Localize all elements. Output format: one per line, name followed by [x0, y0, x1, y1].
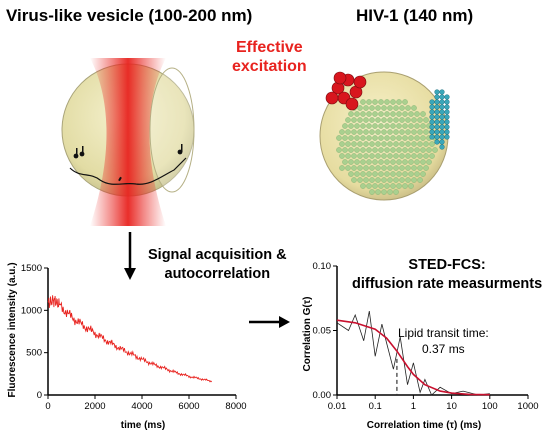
intensity-xtick: 8000	[225, 401, 246, 412]
lipid-chain	[69, 157, 187, 185]
fluorescent-lipid-marks	[73, 144, 183, 182]
correlation-xtick: 1000	[517, 401, 538, 412]
intensity-trace	[47, 295, 213, 383]
signal-acquisition-label: Signal acquisition & autocorrelation	[148, 247, 287, 282]
correlation-ylabel: Correlation G(τ)	[302, 296, 313, 371]
env-protein-cluster	[325, 71, 367, 111]
intensity-xtick: 4000	[131, 401, 152, 412]
correlation-ytick: 0.00	[313, 390, 332, 401]
hiv-title: HIV-1 (140 nm)	[356, 6, 474, 25]
lipid-transit-label: Lipid transit time: 0.37 ms	[398, 326, 489, 356]
intensity-xtick: 0	[45, 401, 50, 412]
intensity-ytick: 1000	[21, 305, 42, 316]
correlation-chart: 0.01 0.1 1 10 100 1000 0.00 0.05 0.10 Correlatio…	[302, 261, 539, 431]
vesicle-illustration	[61, 58, 195, 226]
intensity-xtick: 6000	[178, 401, 199, 412]
intensity-ylabel: Fluorescence intensity (a.u.)	[7, 262, 18, 397]
correlation-xtick: 0.1	[369, 401, 382, 412]
down-arrow	[124, 232, 136, 280]
correlation-xtick: 1	[411, 401, 416, 412]
correlation-ytick: 0.05	[313, 326, 332, 337]
intensity-ytick: 500	[26, 348, 42, 359]
right-arrow	[249, 316, 290, 328]
correlation-xtick: 0.01	[328, 401, 347, 412]
intensity-xtick: 2000	[84, 401, 105, 412]
vesicle-title: Virus-like vesicle (100-200 nm)	[6, 6, 253, 25]
teal-protein-cluster	[429, 89, 450, 150]
intensity-ytick: 0	[37, 390, 42, 401]
hiv-illustration	[319, 71, 450, 201]
intensity-ytick: 1500	[21, 263, 42, 274]
effective-excitation-label: Effective excitation	[232, 39, 307, 75]
correlation-fit-curve	[336, 319, 490, 396]
intensity-xlabel: time (ms)	[121, 420, 165, 431]
correlation-xlabel: Correlation time (τ) (ms)	[367, 420, 481, 431]
correlation-xtick: 100	[482, 401, 498, 412]
correlation-xtick: 10	[446, 401, 457, 412]
correlation-ytick: 0.10	[313, 261, 332, 272]
sted-fcs-label: STED-FCS: diffusion rate measurments	[352, 257, 543, 292]
